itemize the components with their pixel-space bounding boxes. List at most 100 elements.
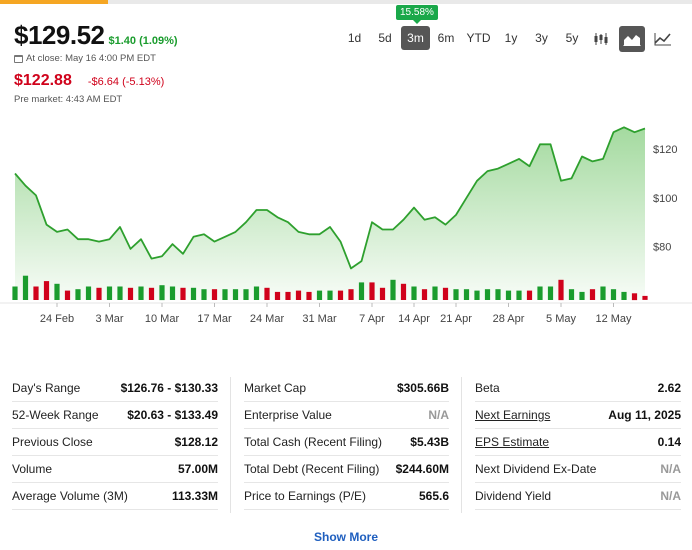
volume-bar [453,289,459,300]
range-button-6m[interactable]: 6m [437,31,455,45]
volume-bar [43,281,50,300]
stat-value: $128.12 [174,435,218,449]
range-button-1d[interactable]: 1d [347,31,362,45]
volume-bar [379,287,386,300]
stat-row-dividend-yield: Dividend Yield N/A [475,483,681,510]
price-line [14,126,646,270]
volume-bar [369,282,375,300]
stat-row-enterprise-value: Enterprise Value N/A [244,402,449,429]
stat-value: $305.66B [396,381,449,395]
volume-bar [33,286,39,300]
show-more-button[interactable]: Show More [313,530,378,544]
volume-bar [474,290,480,300]
stat-label: Previous Close [12,435,93,449]
volume-bar [348,289,354,300]
next-earnings-link[interactable]: Next Earnings [475,408,551,422]
stats-column-3: Beta 2.62 Next Earnings Aug 11, 2025 EPS… [475,375,681,510]
candlestick-icon [594,33,608,45]
candlestick-chart-button[interactable] [588,26,614,52]
stat-label: Volume [12,462,53,476]
stat-label: Next Dividend Ex-Date [475,462,597,476]
stats-column-1: Day's Range $126.76 - $130.33 52-Week Ra… [12,375,218,510]
range-button-ytd[interactable]: YTD [466,31,491,45]
volume-bar [285,291,291,300]
range-button-1y[interactable]: 1y [504,31,518,45]
volume-bar [148,287,155,300]
range-button-3m[interactable]: 3m [401,26,430,50]
volume-bar [211,289,218,300]
y-tick-label: $80 [653,242,671,254]
volume-bar [12,286,18,300]
stat-label: Enterprise Value [244,408,332,422]
range-button-5y[interactable]: 5y [565,31,579,45]
volume-bar [138,286,144,300]
volume-bar [568,289,575,300]
current-price: $129.52 [14,20,105,50]
volume-bar [484,289,491,300]
volume-bar [327,290,333,300]
volume-bar [306,291,312,300]
range-button-5d[interactable]: 5d [378,31,392,45]
volume-bar [243,289,249,300]
stat-value: 0.14 [657,435,681,449]
volume-bar [180,287,186,300]
price-change: $1.40 (1.09%) [108,35,178,47]
stat-value: 57.00M [177,462,218,476]
range-change-badge: 15.58% [396,5,438,24]
range-button-3y[interactable]: 3y [535,31,548,45]
stat-row-market-cap: Market Cap $305.66B [244,375,449,402]
stat-row-52-week-range: 52-Week Range $20.63 - $133.49 [12,402,218,429]
volume-bar [358,282,365,300]
volume-bar [253,286,260,300]
y-tick-label: $100 [653,193,677,205]
stat-row-previous-close: Previous Close $128.12 [12,429,218,456]
stat-label: Market Cap [244,381,307,395]
stat-row-eps-estimate: EPS Estimate 0.14 [475,429,681,456]
x-tick-label: 21 Apr [440,313,472,325]
volume-bar [190,287,197,300]
volume-bar [442,287,449,300]
loading-progress-fill [0,0,108,4]
column-divider [230,377,231,513]
volume-bar [642,295,648,300]
stats-column-2: Market Cap $305.66B Enterprise Value N/A… [244,375,449,510]
line-chart-icon [654,33,671,46]
volume-bar [432,286,438,300]
stat-value: 113.33M [171,489,218,503]
volume-bar [516,290,522,300]
volume-bar [54,283,60,300]
stat-row-next-earnings: Next Earnings Aug 11, 2025 [475,402,681,429]
volume-bar [22,275,29,300]
x-tick-label: 14 Apr [398,313,430,325]
stat-row-pe-ratio: Price to Earnings (P/E) 565.6 [244,483,449,510]
volume-bar [390,279,396,301]
line-chart-button[interactable] [650,26,676,52]
stat-value: N/A [428,408,449,422]
x-tick-label: 31 Mar [302,313,337,325]
key-statistics: Day's Range $126.76 - $130.33 52-Week Ra… [0,375,692,517]
volume-bar [127,287,134,300]
volume-bar [547,286,554,300]
stat-value: N/A [660,489,681,503]
column-divider [461,377,462,513]
volume-bar [85,286,92,300]
volume-bar [621,291,627,300]
volume-bar [537,286,543,300]
volume-bar [159,285,165,301]
stat-row-average-volume: Average Volume (3M) 113.33M [12,483,218,510]
price-chart[interactable]: 24 Feb 3 Mar 10 Mar 17 Mar 24 Mar 31 Mar 7 Apr… [0,110,692,335]
premarket-change: -$6.64 (-5.13%) [87,76,165,88]
stat-value: 2.62 [657,381,681,395]
volume-bar [558,279,564,301]
calendar-icon [14,54,23,63]
volume-bar [117,286,123,300]
volume-bar [495,289,501,300]
eps-estimate-link[interactable]: EPS Estimate [475,435,550,449]
stat-label: Day's Range [12,381,81,395]
stat-label: Total Cash (Recent Filing) [244,435,383,449]
x-tick-label: 17 Mar [197,313,232,325]
area-chart-button[interactable] [619,26,645,52]
volume-bar [96,287,102,300]
stat-row-beta: Beta 2.62 [475,375,681,402]
x-tick-label: 12 May [595,313,632,325]
